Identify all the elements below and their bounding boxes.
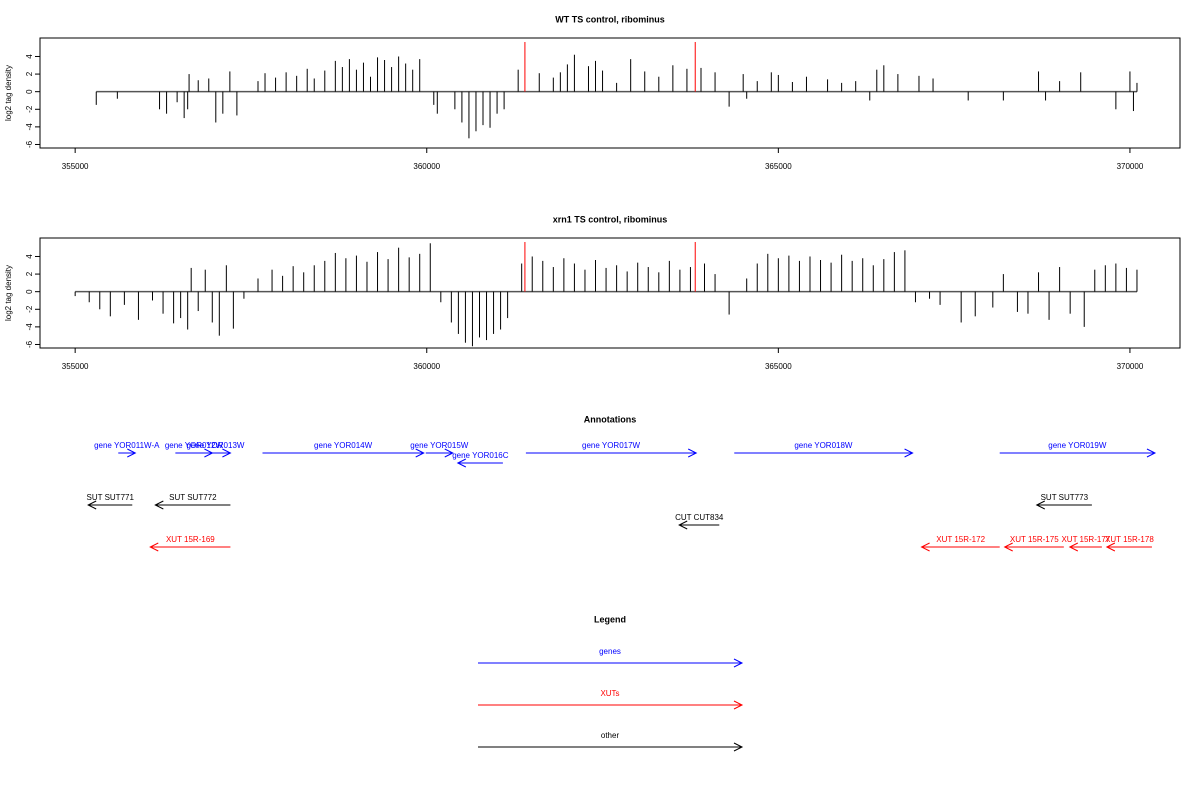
x-tick-label: 365000: [765, 162, 792, 171]
y-axis-label: log2 tag density: [4, 65, 13, 121]
y-tick-label: 4: [25, 54, 34, 59]
feature-label: SUT SUT773: [1041, 493, 1089, 502]
plot-frame: [39, 37, 1181, 149]
y-tick-label: 4: [25, 254, 34, 259]
feature-arrow: [1105, 542, 1152, 552]
feature-label: gene YOR018W: [794, 441, 853, 450]
feature-label: gene YOR012W: [165, 441, 224, 450]
feature-arrow-part: [1003, 542, 1013, 552]
feature-arrow-part: [456, 458, 467, 468]
feature-arrow-part: [415, 448, 425, 458]
y-axis-label: log2 tag density: [4, 265, 13, 321]
feature-arrow: [425, 448, 454, 458]
x-tick-label: 365000: [765, 362, 792, 371]
feature-label: gene YOR013W: [186, 441, 245, 450]
legend-arrow-part: [733, 700, 744, 710]
feature-arrow-part: [920, 542, 930, 552]
feature-arrow: [87, 500, 133, 510]
y-tick-label: 2: [25, 71, 34, 76]
x-tick-label: 360000: [413, 362, 440, 371]
feature-arrow-part: [149, 542, 159, 552]
feature-label: XUT 15R-172: [936, 535, 985, 544]
legend-arrow-part: [733, 658, 744, 668]
feature-arrow: [525, 448, 698, 458]
feature-label: gene YOR015W: [410, 441, 469, 450]
feature-arrow-part: [1035, 500, 1045, 510]
feature-arrow-part: [904, 448, 914, 458]
feature-arrow: [200, 448, 232, 458]
y-tick-label: 2: [25, 271, 34, 276]
feature-arrow: [118, 448, 137, 458]
legend-arrow: [478, 742, 744, 752]
y-tick-label: -2: [25, 105, 34, 113]
feature-arrow: [262, 448, 425, 458]
feature-label: SUT SUT771: [86, 493, 134, 502]
feature-arrow: [1035, 500, 1092, 510]
feature-arrow: [1003, 542, 1064, 552]
x-tick-label: 355000: [62, 162, 89, 171]
feature-label: CUT CUT834: [675, 513, 724, 522]
feature-arrow-part: [687, 448, 698, 458]
feature-label: XUT 15R-177: [1061, 535, 1110, 544]
legend-title: Legend: [594, 614, 626, 624]
feature-arrow: [734, 448, 914, 458]
feature-arrow: [149, 542, 231, 552]
feature-arrow-part: [1068, 542, 1079, 552]
feature-label: gene YOR017W: [582, 441, 641, 450]
feature-arrow-part: [444, 448, 454, 458]
legend-label: genes: [599, 647, 621, 656]
feature-label: XUT 15R-175: [1010, 535, 1059, 544]
feature-arrow-part: [678, 520, 688, 530]
feature-label: gene YOR014W: [314, 441, 373, 450]
legend-arrow-part: [733, 742, 744, 752]
feature-arrow: [1068, 542, 1102, 552]
feature-arrow-part: [1146, 448, 1157, 458]
feature-label: gene YOR011W-A: [94, 441, 160, 450]
feature-arrow-part: [154, 500, 164, 510]
chart-title: WT TS control, ribominus: [555, 14, 665, 24]
feature-label: gene YOR019W: [1048, 441, 1107, 450]
legend-arrow: [478, 658, 744, 668]
y-tick-label: -6: [25, 140, 34, 148]
x-tick-label: 360000: [413, 162, 440, 171]
chart-title: xrn1 TS control, ribominus: [553, 214, 668, 224]
x-tick-label: 370000: [1117, 362, 1144, 371]
y-tick-label: 0: [25, 89, 34, 94]
x-tick-label: 355000: [62, 362, 89, 371]
feature-label: XUT 15R-178: [1105, 535, 1154, 544]
feature-label: SUT SUT772: [169, 493, 217, 502]
legend-arrow: [478, 700, 744, 710]
y-tick-label: 0: [25, 289, 34, 294]
feature-arrow: [920, 542, 1000, 552]
feature-label: XUT 15R-169: [166, 535, 215, 544]
legend-label: other: [601, 731, 620, 740]
y-tick-label: -2: [25, 305, 34, 313]
y-tick-label: -4: [25, 123, 34, 131]
y-tick-label: -6: [25, 340, 34, 348]
feature-arrow: [999, 448, 1157, 458]
plot-frame: [39, 237, 1181, 349]
x-tick-label: 370000: [1117, 162, 1144, 171]
track-title: Annotations: [584, 414, 637, 424]
feature-arrow-part: [127, 448, 137, 458]
feature-arrow: [678, 520, 720, 530]
feature-arrow: [456, 458, 503, 468]
feature-arrow-part: [1105, 542, 1116, 552]
y-tick-label: -4: [25, 323, 34, 331]
legend-label: XUTs: [600, 689, 619, 698]
feature-label: gene YOR016C: [452, 451, 509, 460]
feature-arrow-part: [222, 448, 232, 458]
feature-arrow-part: [87, 500, 97, 510]
feature-arrow: [154, 500, 231, 510]
